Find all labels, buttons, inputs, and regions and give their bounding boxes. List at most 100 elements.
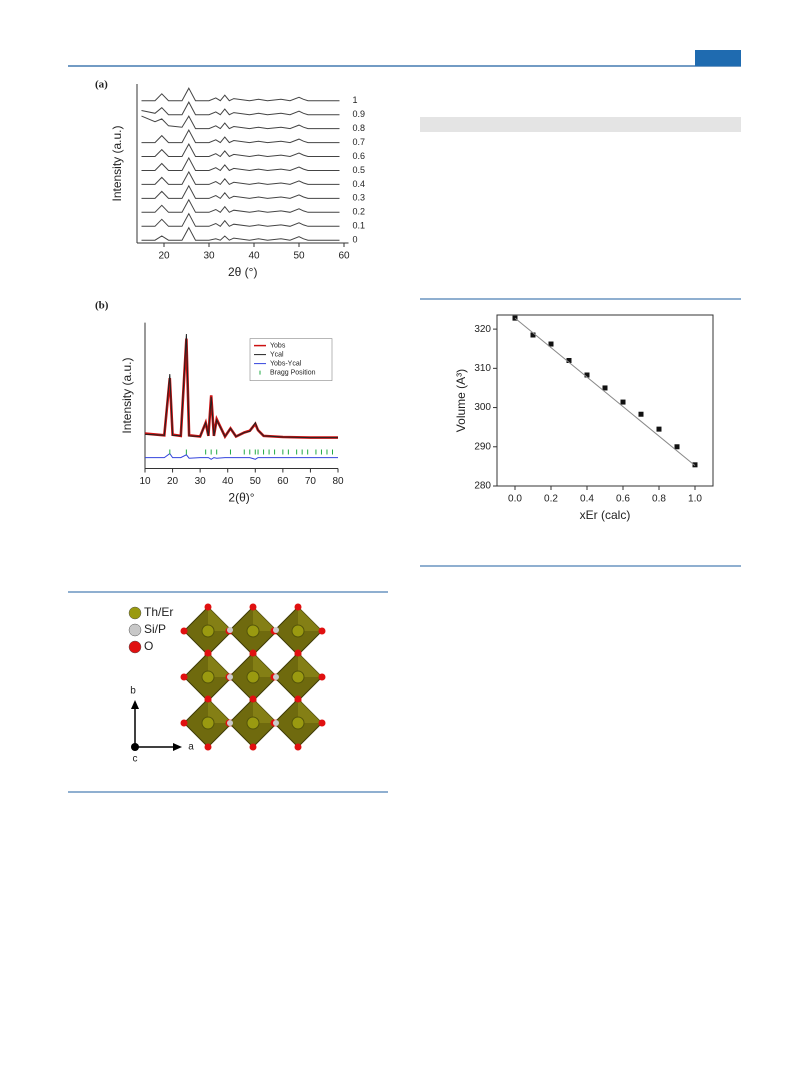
series-line	[141, 170, 340, 186]
x-tick-label: 60	[277, 476, 289, 487]
structure-legend-label: Si/P	[144, 622, 166, 636]
legend-label: Ycal	[270, 351, 284, 358]
silicon-atom	[227, 627, 233, 633]
silicon-atom	[273, 674, 279, 680]
oxygen-atom	[204, 743, 212, 751]
oxygen-atom	[180, 627, 188, 635]
series-line	[141, 142, 340, 158]
series-line	[141, 212, 340, 227]
x-tick-label: 30	[195, 476, 207, 487]
octahedron-face	[298, 653, 322, 677]
structure-legend-label: O	[144, 639, 153, 653]
table-header-bar	[420, 117, 741, 132]
x-tick-label: 50	[250, 476, 262, 487]
x-axis-label: xEr (calc)	[580, 508, 631, 522]
legend-atom	[128, 623, 142, 637]
oxygen-atom	[204, 695, 212, 703]
legend-atom	[128, 640, 142, 654]
x-tick-label: 20	[167, 476, 179, 487]
data-point	[638, 411, 644, 417]
x-tick-label: 0.2	[544, 494, 558, 505]
octahedron-face	[253, 607, 277, 631]
data-point	[530, 332, 536, 338]
y-tick-label: 280	[474, 481, 491, 492]
octahedron-face	[253, 699, 277, 723]
header-tab	[695, 50, 741, 66]
metal-atom	[291, 716, 305, 730]
oxygen-atom	[294, 695, 302, 703]
oxygen-atom	[294, 649, 302, 657]
y-axis-label: Intensity (a.u.)	[120, 358, 134, 434]
arrow-head	[173, 743, 182, 751]
data-point	[548, 341, 554, 347]
oxygen-atom	[294, 603, 302, 611]
octahedron-face	[253, 653, 277, 677]
series-label: 0.2	[353, 207, 366, 217]
series-line	[144, 333, 338, 439]
x-tick-label: 1.0	[688, 494, 702, 505]
y-tick-label: 310	[474, 363, 491, 374]
oxygen-atom	[249, 603, 257, 611]
data-point	[620, 399, 626, 405]
metal-atom	[246, 624, 260, 638]
metal-atom	[201, 624, 215, 638]
octahedron-face	[208, 699, 232, 723]
legend-label: Yobs-Ycal	[270, 360, 302, 367]
silicon-atom	[273, 720, 279, 726]
series-line	[141, 128, 340, 144]
oxygen-atom	[249, 743, 257, 751]
metal-atom	[291, 670, 305, 684]
legend-label: Bragg Position	[270, 369, 316, 376]
x-tick-label: 20	[158, 251, 170, 262]
series-line	[141, 156, 340, 172]
oxygen-atom	[249, 649, 257, 657]
silicon-atom	[273, 627, 279, 633]
series-line	[141, 87, 340, 102]
data-point	[656, 426, 662, 432]
x-tick-label: 0.6	[616, 494, 630, 505]
axis-letter: b	[130, 686, 136, 697]
series-label: 1	[353, 95, 358, 105]
legend-label: Yobs	[270, 342, 286, 349]
x-tick-label: 0.8	[652, 494, 666, 505]
series-label: 0.5	[353, 165, 366, 175]
oxygen-atom	[318, 673, 326, 681]
metal-atom	[246, 670, 260, 684]
series-label: 0.3	[353, 193, 366, 203]
metal-atom	[291, 624, 305, 638]
x-tick-label: 30	[203, 251, 215, 262]
octahedron-face	[298, 607, 322, 631]
x-tick-label: 40	[248, 251, 260, 262]
data-point	[692, 462, 698, 468]
x-tick-label: 50	[293, 251, 305, 262]
series-label: 0.4	[353, 179, 366, 189]
series-label: 0.6	[353, 151, 366, 161]
oxygen-atom	[294, 743, 302, 751]
silicon-atom	[227, 674, 233, 680]
data-point	[602, 385, 608, 391]
series-line	[141, 226, 340, 241]
oxygen-atom	[180, 719, 188, 727]
x-axis-label: 2θ (°)	[228, 265, 257, 279]
legend-atom	[128, 606, 142, 620]
structure-legend-label: Th/Er	[144, 605, 173, 619]
y-tick-label: 290	[474, 441, 491, 452]
octahedron-face	[208, 653, 232, 677]
metal-atom	[201, 716, 215, 730]
oxygen-atom	[204, 649, 212, 657]
x-tick-label: 40	[222, 476, 234, 487]
data-point	[584, 372, 590, 378]
y-axis-label: Intensity (a.u.)	[110, 125, 124, 201]
arrow-head	[131, 700, 139, 709]
x-tick-label: 10	[139, 476, 151, 487]
x-axis-label: 2(θ)°	[228, 491, 254, 505]
series-line	[141, 198, 340, 213]
x-tick-label: 60	[338, 251, 350, 262]
series-line	[514, 317, 696, 466]
plot-frame	[496, 314, 714, 487]
axis-letter: c	[133, 754, 138, 765]
axis-letter: a	[188, 742, 194, 753]
series-line	[145, 452, 338, 460]
series-label: 0.8	[353, 123, 366, 133]
metal-atom	[246, 716, 260, 730]
